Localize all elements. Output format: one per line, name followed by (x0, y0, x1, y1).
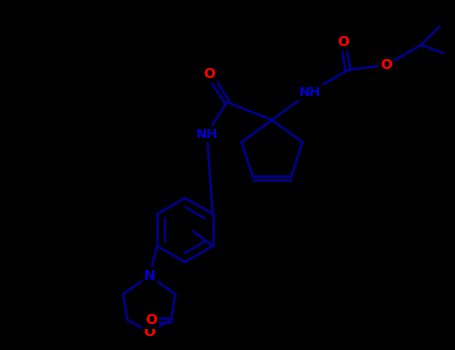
Text: NH: NH (196, 127, 218, 140)
Text: N: N (143, 269, 155, 283)
Text: O: O (145, 313, 157, 327)
Text: NH: NH (299, 85, 321, 98)
Text: O: O (203, 67, 215, 81)
Text: O: O (380, 58, 392, 72)
Text: O: O (337, 35, 349, 49)
Text: O: O (143, 325, 155, 339)
